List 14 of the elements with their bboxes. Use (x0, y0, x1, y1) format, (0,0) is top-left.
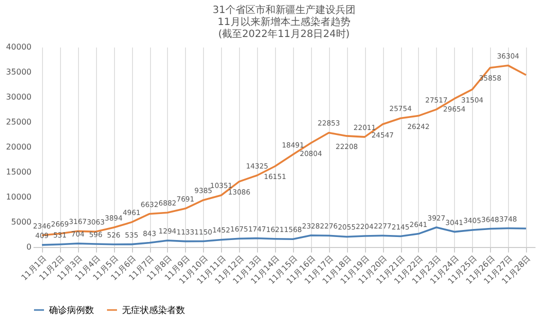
y-tick-label: 25000 (6, 118, 32, 126)
y-tick-label: 15000 (6, 168, 32, 176)
y-tick-label: 35000 (6, 68, 32, 76)
y-tick-label: 40000 (6, 42, 32, 52)
text: 11月以来新增本土感染者趋势 (218, 17, 350, 28)
y-tick-label: 0 (26, 242, 32, 252)
text: (截至2022年11月28日24时) (218, 29, 350, 40)
y-tick-label: 30000 (6, 92, 32, 102)
legend-label: 确诊病例数 (48, 305, 94, 316)
y-tick-label: 10000 (6, 192, 32, 202)
legend-label: 无症状感染者数 (122, 305, 185, 316)
y-tick-label: 5000 (11, 218, 32, 226)
y-tick-label: 20000 (6, 142, 32, 152)
text: 31个省区市和新疆生产建设兵团 (212, 5, 356, 16)
